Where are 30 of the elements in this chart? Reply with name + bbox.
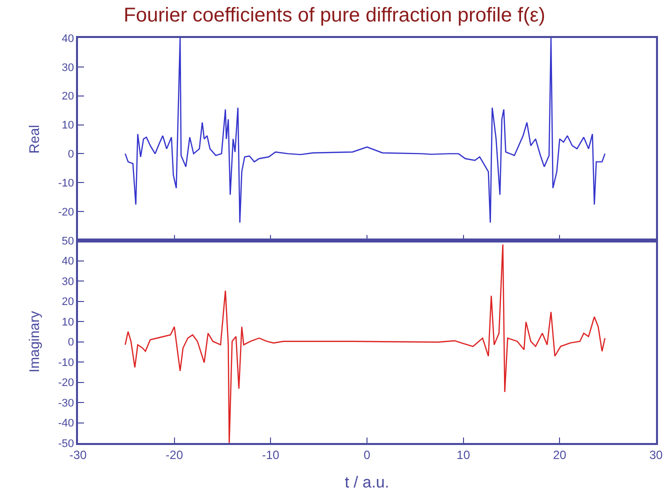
y-tick-label: 10 xyxy=(62,316,74,328)
y-tick-label: 20 xyxy=(62,90,74,103)
y-tick-label: 20 xyxy=(62,296,74,308)
y-tick-label: 30 xyxy=(62,62,74,74)
line-series xyxy=(124,244,606,443)
y-tick-label: 40 xyxy=(62,32,74,45)
y-tick-label: 40 xyxy=(62,256,74,268)
y-tick-label: -30 xyxy=(58,397,74,410)
x-tick-label: 30 xyxy=(649,448,663,462)
y-tick-label: -10 xyxy=(58,356,74,369)
x-tick-label: -20 xyxy=(166,448,184,462)
y-tick-label: -50 xyxy=(58,438,74,450)
y-tick-label: 10 xyxy=(62,120,74,132)
line-series xyxy=(124,38,606,224)
x-tick-label: 10 xyxy=(456,448,470,462)
x-axis-title: t / a.u. xyxy=(344,474,390,492)
y-tick-label: 0 xyxy=(68,336,74,349)
y-tick-label: -20 xyxy=(58,377,74,390)
y-tick-label: 0 xyxy=(68,148,74,161)
x-tick-label: 20 xyxy=(552,448,567,462)
y-axis-title: Imaginary xyxy=(26,311,42,372)
x-tick-label: 0 xyxy=(364,448,371,462)
y-tick-label: 30 xyxy=(62,276,74,288)
y-tick-label: -20 xyxy=(58,206,74,218)
chart-title: Fourier coefficients of pure diffraction profile f(ε) xyxy=(124,4,546,26)
y-tick-label: 50 xyxy=(62,235,74,248)
y-tick-label: -10 xyxy=(58,177,74,190)
y-axis-title: Real xyxy=(26,124,42,154)
x-tick-label: -10 xyxy=(262,448,280,462)
y-tick-label: -40 xyxy=(58,418,74,430)
